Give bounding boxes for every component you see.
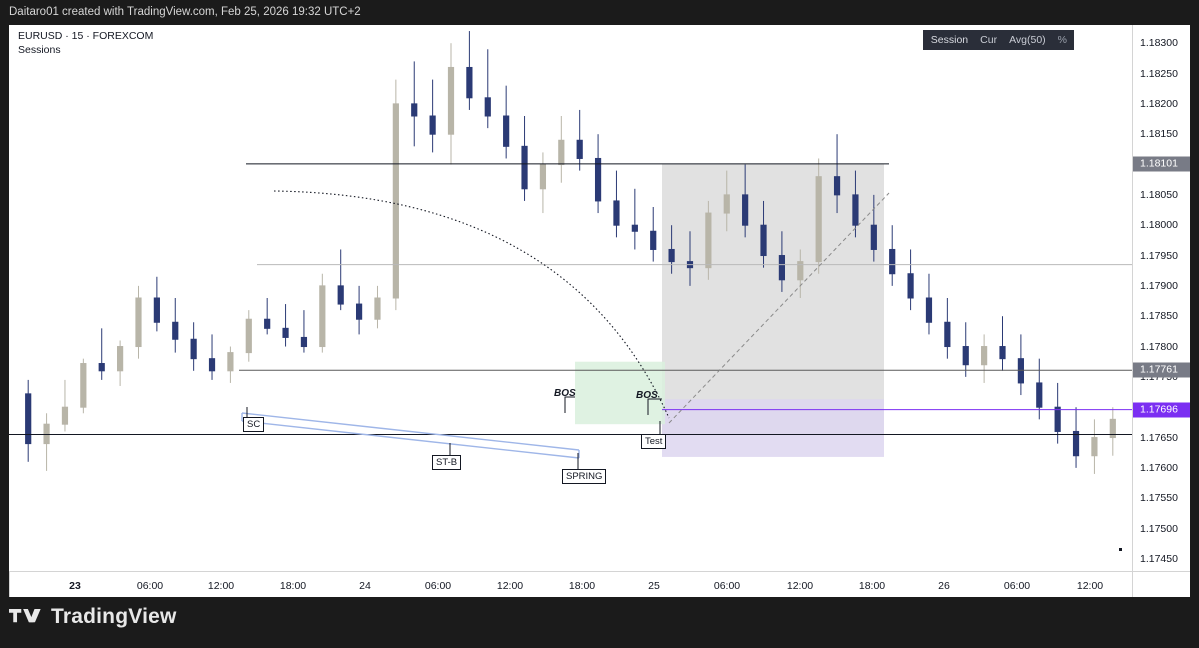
time-tick: 18:00 [279,580,307,592]
time-tick: 06:00 [1003,580,1031,592]
session-indicator-legend[interactable]: Session Cur Avg(50) % [922,30,1074,50]
time-tick: 18:00 [858,580,886,592]
marker-label-st-b: ST-B [432,455,462,470]
time-axis[interactable]: 23 06:00 12:00 18:00 24 06:00 12:00 18:00 25 06:0… [9,571,1190,597]
price-tick: 1.17500 [1140,522,1178,535]
time-tick: 24 [359,580,371,592]
time-tick: 12:00 [1076,580,1104,592]
time-tick: 23 [69,580,81,592]
price-axis[interactable]: 1.18300 1.18250 1.18200 1.18150 1.18050 1.180… [1119,25,1190,571]
bos-bracket-2 [647,398,662,415]
price-tick: 1.17650 [1140,431,1178,444]
price-tag-last[interactable]: 1.18101 [1133,156,1190,172]
demand-zone [662,399,884,457]
session-legend-title: Session [930,34,969,46]
bos-zone [575,361,665,425]
price-tag-level[interactable]: 1.17761 [1133,362,1190,378]
tradingview-logo-icon [9,608,41,622]
tradingview-branding: TradingView [9,605,177,629]
marker-label-sc: SC [243,417,265,432]
chart-frame: EURUSD · 15 · FOREXCOM Sessions Session … [9,25,1190,597]
price-tick: 1.18300 [1140,37,1178,50]
price-tick: 1.17550 [1140,492,1178,505]
session-legend-cur: Cur [980,34,998,46]
chart-canvas [9,31,1132,474]
tradingview-wordmark: TradingView [51,605,177,628]
price-tick: 1.17450 [1140,552,1178,565]
time-tick: 12:00 [786,580,814,592]
time-tick: 26 [938,580,950,592]
price-tick: 1.17600 [1140,461,1178,474]
price-tick: 1.18150 [1140,128,1178,141]
price-tick: 1.17850 [1140,310,1178,323]
price-tick: 1.17800 [1140,340,1178,353]
markup-range-box [662,163,884,435]
marker-label-test: Test [641,434,667,449]
time-tick: 06:00 [713,580,741,592]
axis-marker-dot [1119,547,1122,551]
marker-label-spring: SPRING [562,469,607,484]
marker-label-bos-2: BOS [636,390,658,401]
price-tick: 1.18050 [1140,188,1178,201]
candlestick-series [25,31,1116,474]
descending-channel [241,412,580,459]
bos-bracket-1 [564,396,575,413]
attribution-bar: Daitaro01 created with TradingView.com, … [0,0,1199,25]
price-tick: 1.18000 [1140,219,1178,232]
session-legend-avg: Avg(50) [1009,34,1046,46]
time-tick: 12:00 [207,580,235,592]
time-tick: 25 [648,580,660,592]
price-tick: 1.17900 [1140,279,1178,292]
price-tick: 1.17950 [1140,249,1178,262]
chart-plot-area[interactable]: EURUSD · 15 · FOREXCOM Sessions Session … [9,25,1132,571]
time-tick: 18:00 [568,580,596,592]
marker-label-bos-1: BOS [554,388,576,399]
price-tick: 1.18250 [1140,67,1178,80]
axis-separator [9,572,10,597]
time-tick: 06:00 [136,580,164,592]
price-tag-purple[interactable]: 1.17696 [1133,402,1190,418]
session-legend-percent: % [1057,34,1067,46]
time-tick: 06:00 [424,580,452,592]
axis-separator [1132,572,1133,597]
price-tick: 1.18200 [1140,97,1178,110]
time-tick: 12:00 [496,580,524,592]
